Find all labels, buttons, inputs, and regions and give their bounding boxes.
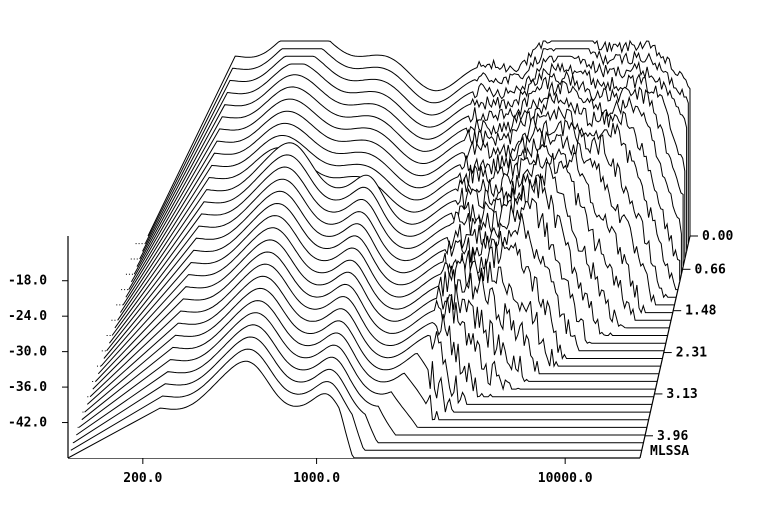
time-tick-label-0: 0.00: [702, 229, 733, 244]
slice-line-15: [109, 178, 666, 344]
time-tick-label-2: 1.48: [685, 304, 716, 319]
slice-line-9: [92, 251, 656, 392]
slice-line-6: [84, 287, 651, 413]
slice-line-11: [97, 227, 659, 375]
slice-line-5: [81, 300, 649, 421]
x-tick-label-0: 200.0: [123, 471, 162, 486]
mlssa-watermark: MLSSA: [650, 444, 689, 459]
slice-line-1: [70, 348, 642, 451]
x-tick-label-1: 1000.0: [293, 471, 340, 486]
slice-line-24: [133, 80, 682, 275]
y-tick-label-2: -30.0: [8, 345, 47, 360]
slice-line-27: [142, 55, 688, 252]
x-tick-label-2: 10000.0: [538, 471, 593, 486]
axis-labels: 200.0 1000.0 10000.0 -18.0 -24.0 -30.0 -36.0 -4…: [8, 229, 733, 486]
slice-line-28: [144, 48, 689, 244]
time-tick-label-1: 0.66: [695, 262, 726, 277]
slice-line-8: [89, 263, 654, 398]
y-tick-label-1: -24.0: [8, 309, 47, 324]
slice-line-21: [125, 119, 677, 299]
time-tick-label-3: 2.31: [676, 346, 707, 361]
y-tick-label-0: -18.0: [8, 274, 47, 289]
slice-line-3: [76, 324, 646, 436]
slice-line-25: [136, 70, 684, 267]
slice-fill-0: [68, 361, 640, 458]
y-tick-label-3: -36.0: [8, 380, 47, 395]
slice-line-20: [122, 130, 675, 306]
time-tick-label-4: 3.13: [666, 387, 697, 402]
time-tick-label-5: 3.96: [657, 429, 688, 444]
slice-line-4: [78, 312, 647, 428]
slice-line-26: [139, 62, 686, 260]
slice-line-23: [130, 92, 681, 283]
slice-line-22: [128, 105, 678, 291]
slice-line-10: [95, 239, 658, 383]
slice-line-0: [67, 360, 640, 459]
slice-line-12: [100, 215, 661, 368]
y-tick-label-4: -42.0: [8, 416, 47, 431]
slice-line-13: [103, 202, 663, 361]
slice-line-7: [86, 275, 653, 405]
slice-line-14: [106, 190, 665, 352]
slice-line-18: [117, 142, 671, 321]
decay-slices: [67, 39, 691, 459]
slice-line-16: [111, 166, 668, 336]
slice-line-2: [73, 336, 644, 444]
slice-line-29: [147, 39, 691, 237]
slice-line-17: [114, 154, 670, 329]
